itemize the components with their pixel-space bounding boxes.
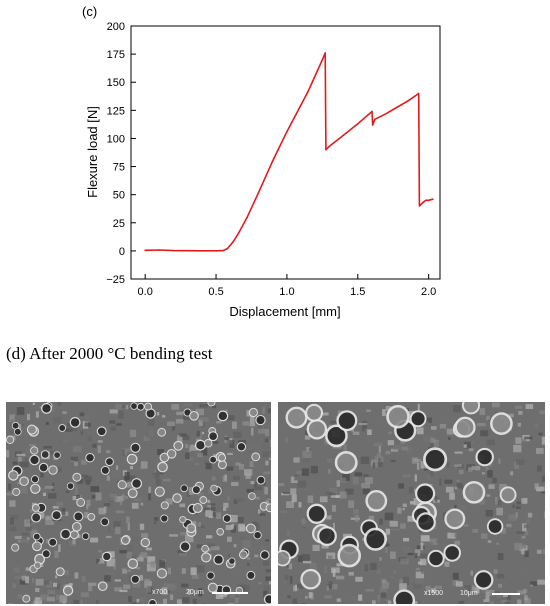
y-tick-label: 100 [107, 133, 125, 145]
data-point [314, 74, 317, 77]
y-axis-title: Flexure load [N] [85, 106, 100, 198]
data-point [406, 100, 409, 103]
data-point [371, 110, 373, 113]
data-point [371, 124, 374, 126]
y-tick-label: 50 [113, 190, 125, 202]
y-tick-label: 25 [113, 218, 125, 230]
x-tick-label: 1.0 [279, 286, 294, 298]
data-point [226, 247, 229, 250]
data-point [215, 249, 217, 252]
data-point [246, 216, 249, 218]
sem-texture-right [278, 402, 545, 604]
scale-bar [212, 592, 248, 594]
data-point [158, 249, 161, 251]
data-point [321, 58, 324, 61]
plot-frame [130, 25, 441, 280]
data-point [237, 232, 240, 234]
y-tick-label: −25 [106, 274, 125, 286]
x-axis-title: Displacement [mm] [229, 304, 340, 319]
data-point [356, 123, 359, 125]
data-point [300, 103, 302, 106]
scale-label: 10μm [460, 590, 478, 597]
flexure-load-chart: 0.0 0.5 1.0 1.5 2.0 −25 0 25 50 75 100 125 150 175 200… [85, 21, 441, 319]
data-point [418, 205, 421, 207]
data-point [271, 160, 274, 162]
data-point [432, 198, 434, 200]
data-point [144, 249, 146, 252]
data-point [422, 201, 424, 204]
data-point [328, 145, 331, 148]
data-point [172, 249, 175, 252]
data-point [425, 199, 427, 202]
sem-texture-left [6, 402, 271, 604]
magnification-label: x1500 [424, 590, 444, 597]
scale-bar [492, 593, 520, 595]
y-tick-label: 200 [107, 21, 125, 33]
panel-c-label: (c) [82, 4, 98, 19]
x-tick-label: 1.5 [350, 286, 365, 298]
x-tick-label: 0.0 [138, 286, 153, 298]
data-point [222, 249, 224, 252]
y-tick-label: 75 [113, 162, 125, 174]
y-tick-label: 0 [119, 246, 125, 258]
data-point [186, 249, 189, 252]
data-point [325, 148, 327, 151]
data-point [396, 106, 399, 108]
data-point [232, 241, 234, 243]
series-line [145, 52, 434, 252]
data-point [201, 249, 203, 252]
x-tick-label: 0.5 [208, 286, 223, 298]
data-point [342, 134, 345, 136]
scale-label: 20μm [186, 589, 204, 596]
data-point [324, 52, 326, 54]
data-point [286, 130, 288, 133]
y-tick-label: 150 [107, 77, 125, 89]
data-point [385, 112, 387, 115]
sem-micrograph-left: x700 20μm [6, 402, 271, 604]
sem-micrograph-right: x1500 10μm [278, 402, 545, 604]
data-point [373, 118, 376, 121]
y-tick-label: 175 [107, 49, 125, 61]
data-point [257, 191, 260, 194]
data-point [417, 92, 420, 95]
x-tick-label: 2.0 [421, 286, 436, 298]
magnification-label: x700 [152, 589, 168, 596]
panel-d-caption: (d) After 2000 °C bending test [6, 344, 213, 363]
data-point [427, 199, 430, 202]
y-tick-label: 125 [107, 105, 125, 117]
data-point [307, 90, 309, 93]
